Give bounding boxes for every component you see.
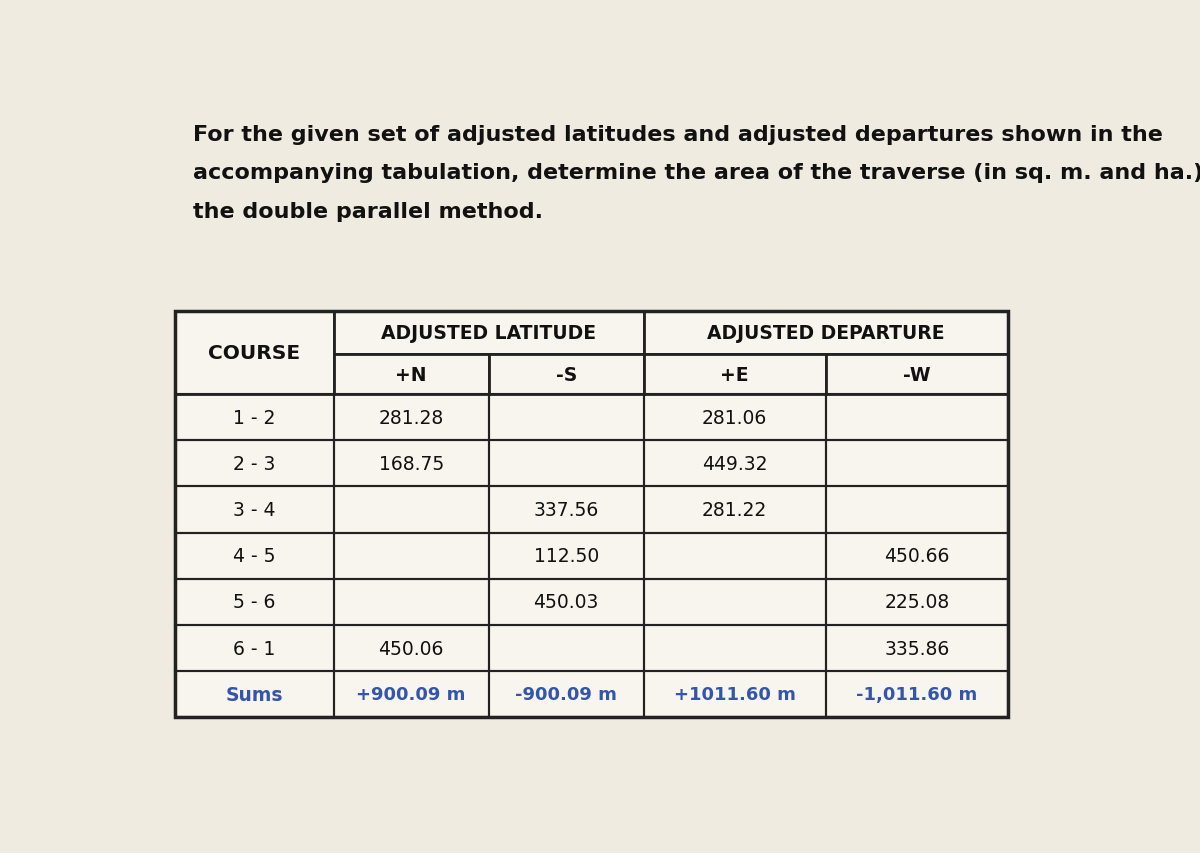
Bar bbox=[334, 311, 643, 355]
Bar bbox=[643, 311, 1008, 355]
Text: 281.22: 281.22 bbox=[702, 501, 767, 519]
Bar bbox=[488, 487, 643, 533]
Bar bbox=[826, 395, 1008, 441]
Bar bbox=[175, 395, 334, 441]
Bar bbox=[643, 395, 826, 441]
Text: 450.06: 450.06 bbox=[378, 639, 444, 658]
Bar bbox=[175, 625, 334, 671]
Bar bbox=[643, 487, 826, 533]
Bar bbox=[488, 671, 643, 717]
Bar bbox=[643, 579, 826, 625]
Bar bbox=[826, 579, 1008, 625]
Text: 6 - 1: 6 - 1 bbox=[233, 639, 276, 658]
Text: the double parallel method.: the double parallel method. bbox=[193, 201, 542, 222]
Bar bbox=[488, 579, 643, 625]
Bar bbox=[826, 671, 1008, 717]
Text: 450.03: 450.03 bbox=[534, 593, 599, 612]
Bar bbox=[334, 533, 488, 579]
Text: 112.50: 112.50 bbox=[534, 547, 599, 566]
Text: 3 - 4: 3 - 4 bbox=[233, 501, 276, 519]
Text: 337.56: 337.56 bbox=[534, 501, 599, 519]
Bar bbox=[826, 625, 1008, 671]
Text: 335.86: 335.86 bbox=[884, 639, 949, 658]
Text: accompanying tabulation, determine the area of the traverse (in sq. m. and ha.) : accompanying tabulation, determine the a… bbox=[193, 163, 1200, 183]
Bar bbox=[643, 671, 826, 717]
Text: 4 - 5: 4 - 5 bbox=[233, 547, 276, 566]
Text: 5 - 6: 5 - 6 bbox=[233, 593, 276, 612]
Bar bbox=[175, 311, 1008, 717]
Text: 225.08: 225.08 bbox=[884, 593, 949, 612]
Bar bbox=[643, 625, 826, 671]
Text: +E: +E bbox=[720, 365, 749, 384]
Text: -900.09 m: -900.09 m bbox=[515, 686, 617, 704]
Text: -W: -W bbox=[904, 365, 931, 384]
Bar bbox=[643, 355, 826, 395]
Bar bbox=[334, 579, 488, 625]
Text: ADJUSTED DEPARTURE: ADJUSTED DEPARTURE bbox=[707, 323, 944, 343]
Text: 281.28: 281.28 bbox=[378, 409, 444, 427]
Text: +N: +N bbox=[396, 365, 427, 384]
Bar bbox=[826, 487, 1008, 533]
Bar bbox=[334, 355, 488, 395]
Text: 449.32: 449.32 bbox=[702, 455, 768, 473]
Text: 450.66: 450.66 bbox=[884, 547, 949, 566]
Bar bbox=[826, 355, 1008, 395]
Bar bbox=[643, 533, 826, 579]
Bar bbox=[488, 625, 643, 671]
Bar bbox=[175, 311, 1008, 717]
Bar bbox=[643, 441, 826, 487]
Bar bbox=[488, 441, 643, 487]
Bar bbox=[175, 441, 334, 487]
Bar bbox=[334, 487, 488, 533]
Bar bbox=[488, 395, 643, 441]
Text: ADJUSTED LATITUDE: ADJUSTED LATITUDE bbox=[382, 323, 596, 343]
Bar bbox=[826, 533, 1008, 579]
Bar bbox=[175, 671, 334, 717]
Bar bbox=[334, 441, 488, 487]
Text: -S: -S bbox=[556, 365, 577, 384]
Bar bbox=[488, 355, 643, 395]
Text: +900.09 m: +900.09 m bbox=[356, 686, 466, 704]
Text: 168.75: 168.75 bbox=[378, 455, 444, 473]
Bar bbox=[334, 395, 488, 441]
Bar bbox=[175, 311, 334, 395]
Bar bbox=[826, 441, 1008, 487]
Text: 281.06: 281.06 bbox=[702, 409, 767, 427]
Text: For the given set of adjusted latitudes and adjusted departures shown in the: For the given set of adjusted latitudes … bbox=[193, 125, 1163, 145]
Text: Sums: Sums bbox=[226, 685, 283, 704]
Text: -1,011.60 m: -1,011.60 m bbox=[857, 686, 978, 704]
Bar bbox=[334, 671, 488, 717]
Bar bbox=[488, 533, 643, 579]
Bar bbox=[175, 533, 334, 579]
Text: +1011.60 m: +1011.60 m bbox=[674, 686, 796, 704]
Bar bbox=[175, 487, 334, 533]
Text: COURSE: COURSE bbox=[208, 344, 300, 363]
Bar bbox=[175, 579, 334, 625]
Text: 2 - 3: 2 - 3 bbox=[233, 455, 276, 473]
Text: 1 - 2: 1 - 2 bbox=[233, 409, 276, 427]
Bar bbox=[334, 625, 488, 671]
